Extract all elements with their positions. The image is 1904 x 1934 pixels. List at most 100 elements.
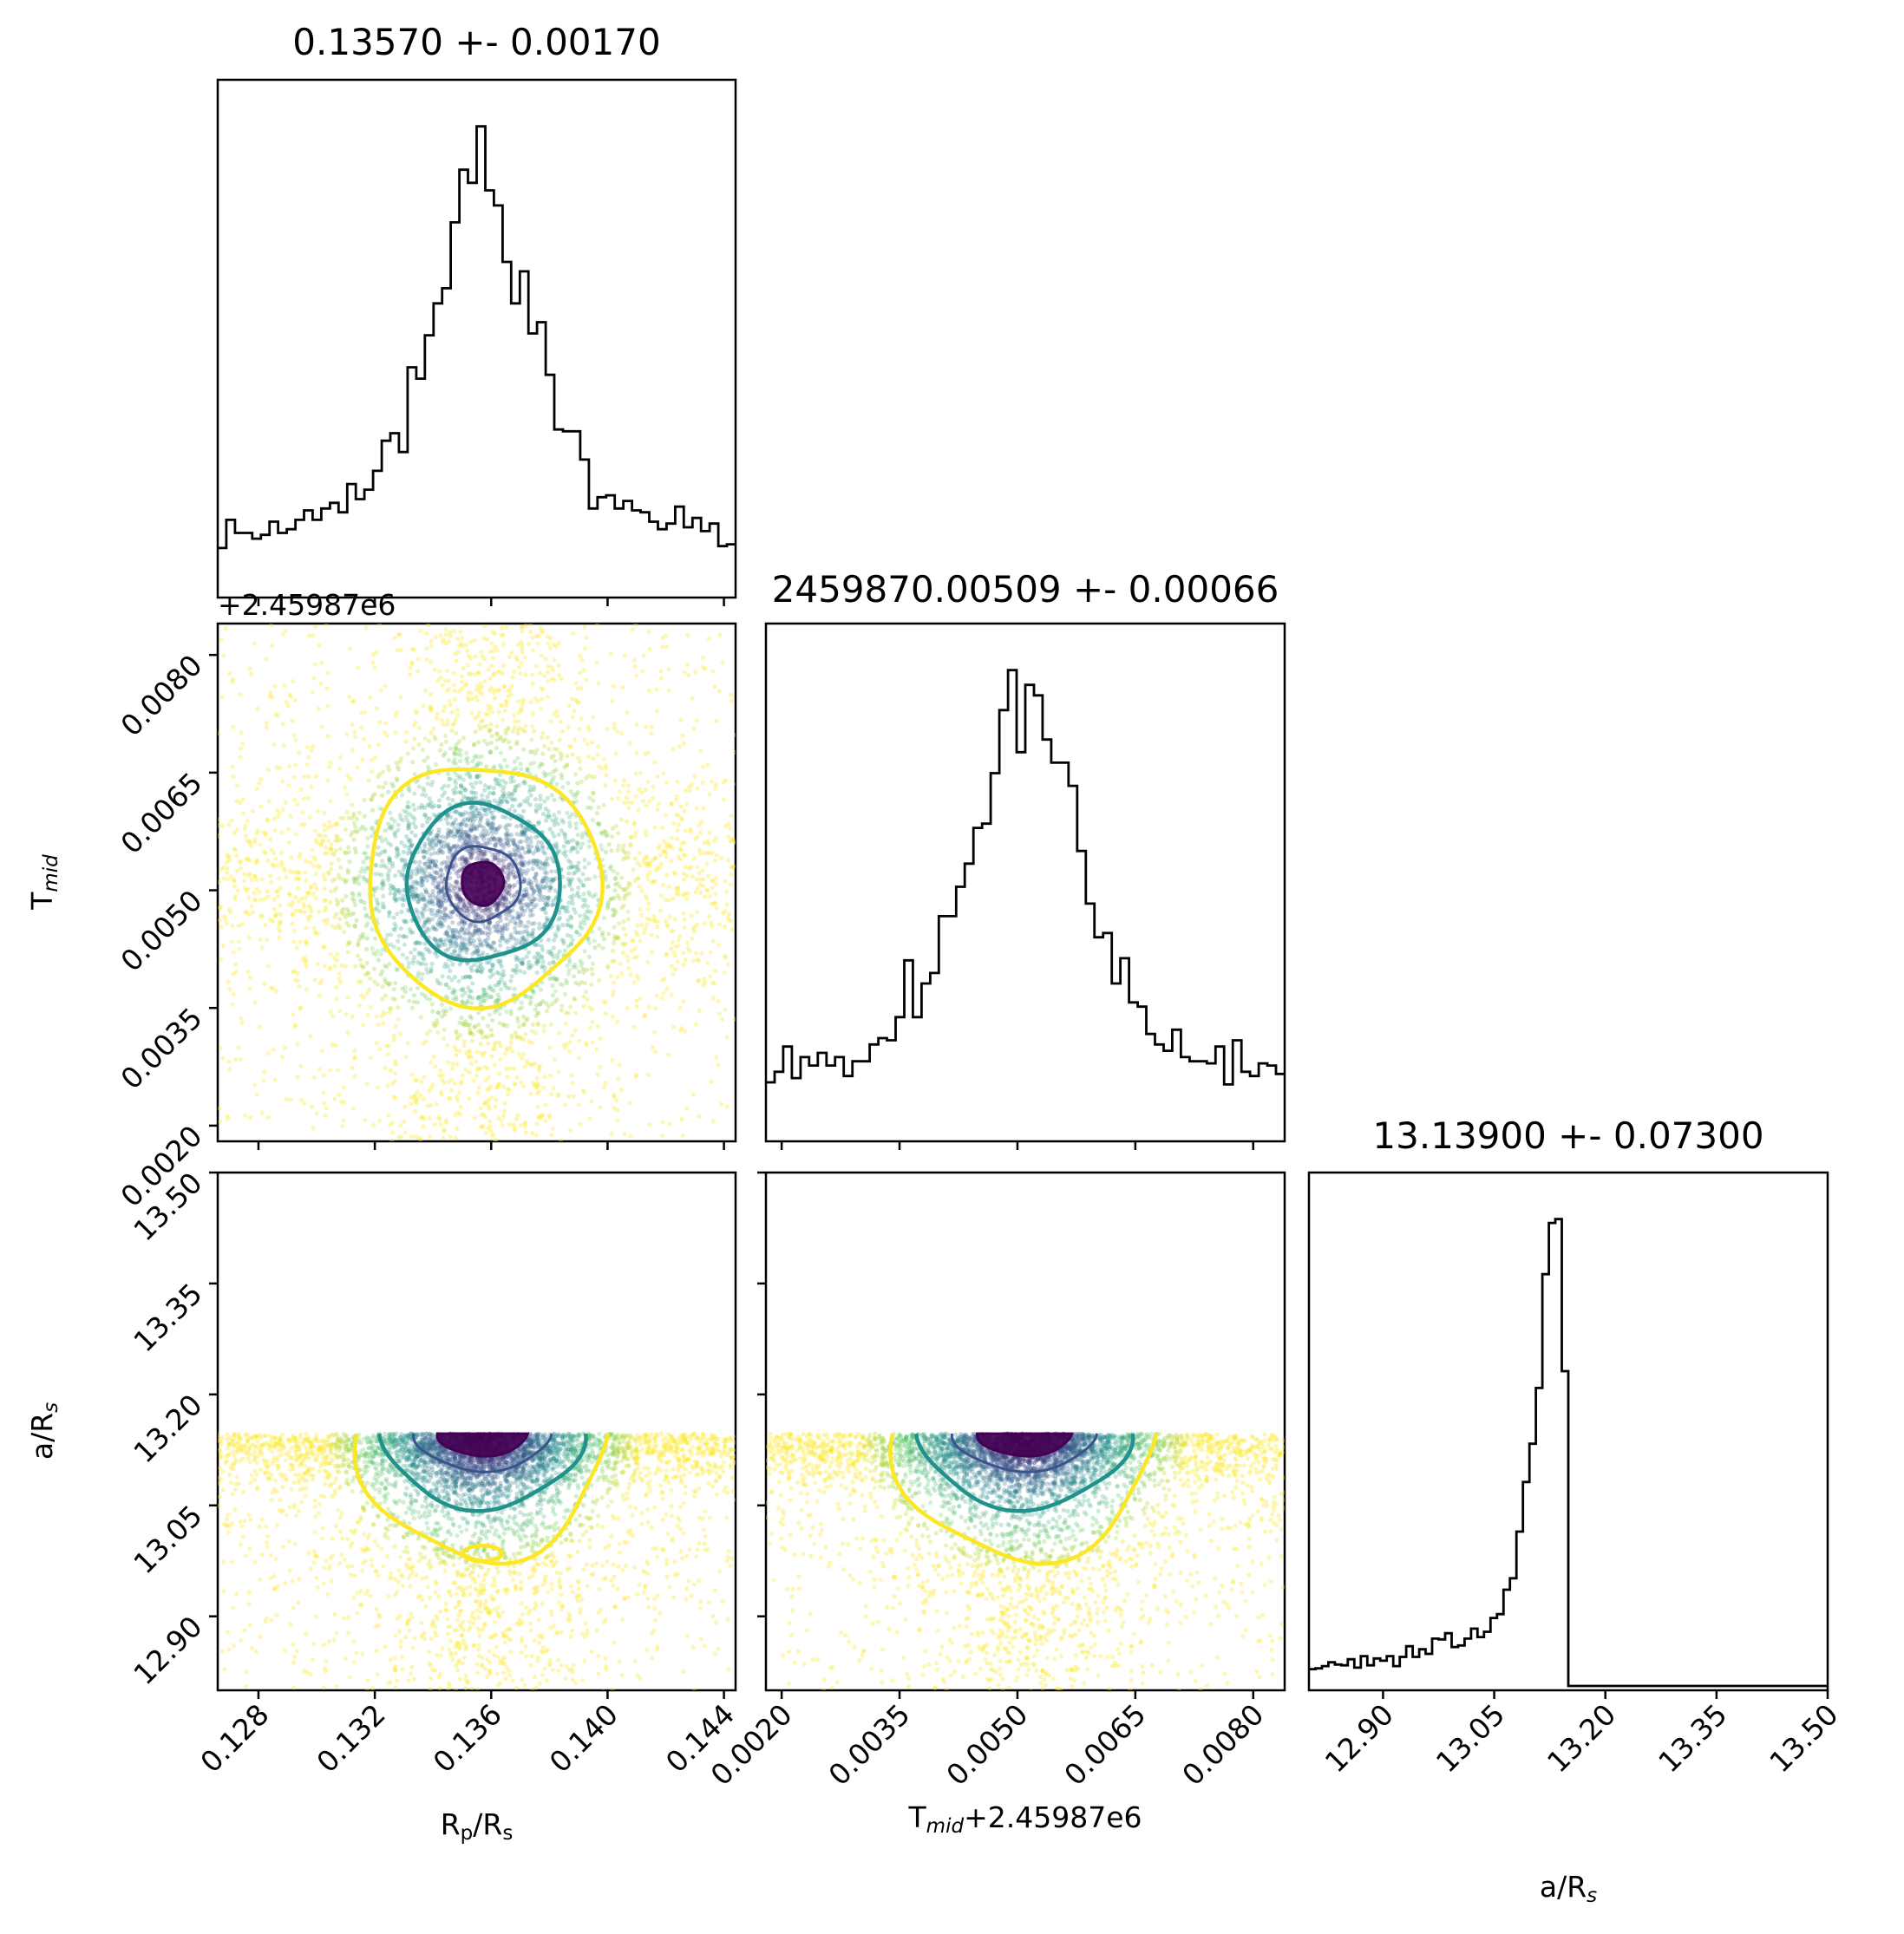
scatter-point [519,871,525,876]
scatter-point [560,983,566,988]
scatter-point [542,743,547,748]
scatter-point [481,987,487,993]
scatter-point [358,934,363,939]
scatter-point [575,892,580,898]
scatter-point [540,959,546,964]
scatter-point [486,703,491,709]
scatter-point [395,967,400,972]
scatter-point [410,957,416,963]
scatter-point [416,725,422,731]
scatter-point [513,842,518,847]
scatter-point [421,1041,426,1046]
scatter-point [485,1023,491,1029]
scatter-point [476,670,481,675]
scatter-point [584,909,590,914]
scatter-point [472,1024,477,1030]
scatter-point [556,917,561,922]
scatter-point [612,722,618,727]
scatter-point [407,812,413,817]
scatter-point [464,772,469,777]
scatter-point [492,687,497,692]
scatter-point [437,669,442,674]
scatter-point [515,930,520,936]
scatter-point [404,934,409,939]
scatter-point [561,941,566,946]
scatter-point [581,892,586,897]
scatter-point [565,754,570,759]
scatter-point [246,895,252,900]
scatter-point [497,1144,501,1148]
scatter-point [312,662,317,667]
scatter-point [238,692,243,697]
scatter-point [563,832,568,837]
scatter-point [448,938,453,944]
scatter-point [568,789,573,794]
scatter-point [701,665,706,670]
scatter-point [224,860,229,866]
scatter-point [505,890,511,895]
scatter-point [685,632,690,638]
scatter-point [485,794,490,800]
scatter-point [710,1119,716,1124]
scatter-point [546,888,553,893]
scatter-point [466,848,472,853]
scatter-point [380,996,385,1002]
scatter-point [579,841,586,846]
scatter-point [449,1077,455,1082]
scatter-point [537,897,542,902]
scatter-point [462,859,468,864]
scatter-point [487,1084,493,1089]
scatter-point [408,672,413,677]
scatter-point [451,834,457,840]
scatter-point [561,820,566,825]
scatter-point [492,764,497,769]
scatter-point [530,748,535,755]
scatter-point [656,846,661,851]
scatter-point [525,925,530,930]
scatter-point [666,1052,671,1057]
scatter-point [710,879,716,884]
scatter-point [415,985,421,991]
scatter-point [455,1035,461,1040]
scatter-point [436,898,442,904]
scatter-point [594,1047,599,1052]
scatter-point [423,889,429,894]
scatter-point [475,670,481,676]
scatter-point [725,915,730,920]
scatter-point [473,616,477,620]
scatter-point [684,663,690,668]
scatter-point [310,847,315,853]
scatter-point [439,1002,445,1007]
scatter-point [408,838,413,843]
scatter-point [528,840,533,845]
scatter-point [519,830,525,835]
scatter-point [506,873,511,879]
scatter-point [528,835,533,840]
scatter-point [690,936,695,941]
scatter-point [272,742,277,748]
scatter-point [601,999,606,1004]
scatter-point [571,906,577,911]
scatter-point [501,663,507,669]
scatter-point [436,804,442,809]
scatter-point [230,1002,235,1007]
scatter-point [463,757,469,762]
scatter-point [533,1007,538,1012]
scatter-point [527,995,533,1000]
scatter-point [549,676,554,682]
scatter-point [716,1062,721,1068]
scatter-point [508,603,513,607]
scatter-point [486,1126,491,1131]
scatter-point [460,857,465,862]
scatter-point [310,1104,315,1109]
scatter-point [493,1041,499,1046]
scatter-point [497,1071,502,1076]
scatter-point [390,861,396,866]
scatter-point [538,625,543,631]
scatter-point [568,1004,573,1009]
scatter-point [553,888,558,893]
scatter-point [716,1214,721,1219]
scatter-point [419,1115,424,1121]
scatter-point [546,808,551,813]
scatter-point [432,863,437,868]
